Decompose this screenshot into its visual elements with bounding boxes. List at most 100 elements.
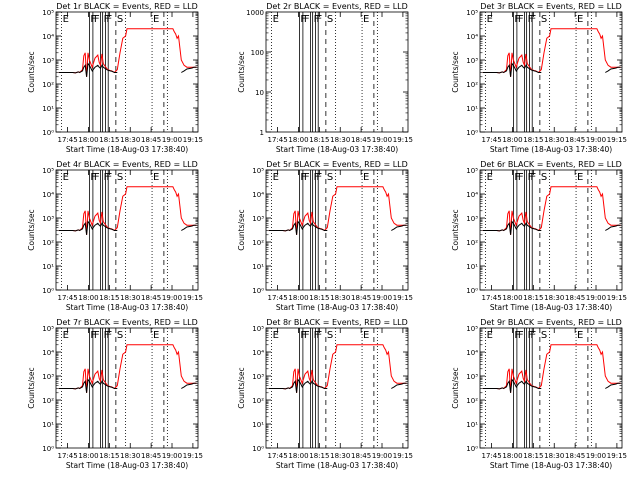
y-tick-label: 10²	[466, 397, 478, 405]
x-tick-label: 18:30	[120, 452, 140, 460]
x-tick-label: 19:15	[607, 136, 627, 144]
x-tick-label: 17:45	[482, 294, 502, 302]
y-tick-label: 10³	[466, 373, 478, 381]
x-tick-label: 17:45	[58, 452, 78, 460]
x-tick-label: 18:45	[565, 294, 585, 302]
panel-det-1r: Det 1r BLACK = Events, RED = LLD 10⁰ 10¹ 10…	[27, 2, 203, 154]
y-tick-label: 10²	[42, 239, 54, 247]
event-marker-label: F	[514, 330, 520, 341]
y-tick-label: 10²	[42, 397, 54, 405]
y-tick-label: 10²	[466, 81, 478, 89]
plot-frame	[55, 327, 199, 449]
event-marker-label: F	[514, 14, 520, 25]
panel-det-2r: Det 2r BLACK = Events, RED = LLD 1 10 100 10…	[237, 2, 413, 154]
event-marker-label: E	[363, 330, 369, 341]
y-tick-label: 10²	[466, 239, 478, 247]
x-tick-label: 19:00	[372, 294, 392, 302]
series-lld-line	[268, 344, 407, 393]
y-tick-label: 10⁴	[466, 191, 478, 199]
y-tick-label: 1000	[246, 9, 264, 17]
x-tick-label: 19:15	[393, 136, 413, 144]
event-marker-label: F	[90, 330, 96, 341]
event-marker-label: F	[94, 330, 100, 341]
event-marker-label: S	[541, 172, 547, 183]
y-tick-label: 10⁵	[466, 9, 478, 17]
panel-det-5r: Det 5r BLACK = Events, RED = LLD 10⁰ 10¹ 10…	[237, 160, 413, 312]
event-marker-label: E	[487, 330, 493, 341]
y-tick-label: 10⁰	[42, 287, 54, 295]
plot-frame	[479, 169, 623, 291]
y-tick-label: 10¹	[252, 263, 264, 271]
event-marker-label: F	[300, 172, 306, 183]
event-marker-label: F	[300, 330, 306, 341]
event-marker-label: F	[104, 14, 110, 25]
y-tick-label: 10³	[466, 215, 478, 223]
x-axis-label: Start Time (18-Aug-03 17:38:40)	[490, 145, 612, 154]
x-axis-label: Start Time (18-Aug-03 17:38:40)	[66, 461, 188, 470]
event-marker-label: F	[304, 14, 310, 25]
event-marker-label: F	[514, 172, 520, 183]
y-axis-label: Counts/sec	[451, 367, 460, 408]
panel-title: Det 7r BLACK = Events, RED = LLD	[56, 318, 198, 327]
y-tick-label: 10⁵	[466, 325, 478, 333]
panel-title: Det 8r BLACK = Events, RED = LLD	[266, 318, 408, 327]
x-tick-label: 18:00	[288, 136, 308, 144]
y-tick-label: 10	[255, 89, 264, 97]
y-tick-label: 10⁰	[252, 445, 264, 453]
panel-title: Det 6r BLACK = Events, RED = LLD	[480, 160, 622, 169]
x-tick-label: 18:30	[330, 136, 350, 144]
event-marker-label: E	[153, 14, 159, 25]
event-marker-label: F	[104, 172, 110, 183]
x-tick-label: 19:15	[183, 136, 203, 144]
event-marker-label: E	[63, 172, 69, 183]
x-tick-label: 18:45	[141, 452, 161, 460]
series-events-line	[482, 378, 621, 393]
event-marker-label: S	[117, 172, 123, 183]
y-axis-label: Counts/sec	[27, 209, 36, 250]
series-events-line	[58, 378, 197, 393]
event-marker-label: F	[530, 172, 536, 183]
x-tick-label: 18:45	[351, 294, 371, 302]
event-marker-label: E	[63, 330, 69, 341]
y-tick-label: 10⁴	[252, 349, 264, 357]
y-tick-label: 10⁵	[466, 167, 478, 175]
x-tick-label: 18:45	[141, 136, 161, 144]
x-tick-label: 18:30	[544, 294, 564, 302]
y-tick-label: 10³	[42, 373, 54, 381]
event-marker-label: F	[304, 172, 310, 183]
series-lld-line	[58, 28, 197, 77]
x-tick-label: 18:15	[99, 294, 119, 302]
event-marker-label: F	[528, 330, 534, 341]
x-tick-label: 17:45	[268, 294, 288, 302]
event-marker-label: S	[327, 172, 333, 183]
x-tick-label: 18:45	[565, 452, 585, 460]
event-marker-label: E	[273, 14, 279, 25]
x-axis-label: Start Time (18-Aug-03 17:38:40)	[490, 461, 612, 470]
y-tick-label: 10⁵	[252, 325, 264, 333]
event-marker-label: E	[273, 172, 279, 183]
event-marker-label: E	[363, 14, 369, 25]
plot-frame	[265, 327, 409, 449]
plot-frame	[479, 11, 623, 133]
y-tick-label: 10²	[252, 239, 264, 247]
x-tick-label: 18:15	[99, 136, 119, 144]
y-tick-label: 10⁴	[466, 349, 478, 357]
x-tick-label: 18:00	[78, 136, 98, 144]
x-tick-label: 18:15	[309, 294, 329, 302]
panel-title: Det 4r BLACK = Events, RED = LLD	[56, 160, 198, 169]
series-lld-line	[482, 28, 621, 77]
x-tick-label: 18:00	[78, 294, 98, 302]
y-tick-label: 10⁰	[252, 287, 264, 295]
plot-frame	[55, 11, 199, 133]
x-tick-label: 19:00	[162, 294, 182, 302]
x-tick-label: 18:00	[78, 452, 98, 460]
y-tick-label: 10⁴	[466, 33, 478, 41]
x-tick-label: 18:30	[330, 452, 350, 460]
plot-frame	[265, 11, 409, 133]
x-axis-label: Start Time (18-Aug-03 17:38:40)	[66, 303, 188, 312]
series-events-line	[58, 220, 197, 235]
x-tick-label: 19:00	[586, 136, 606, 144]
series-events-line	[268, 220, 407, 235]
panel-det-3r: Det 3r BLACK = Events, RED = LLD 10⁰ 10¹ 10…	[451, 2, 627, 154]
